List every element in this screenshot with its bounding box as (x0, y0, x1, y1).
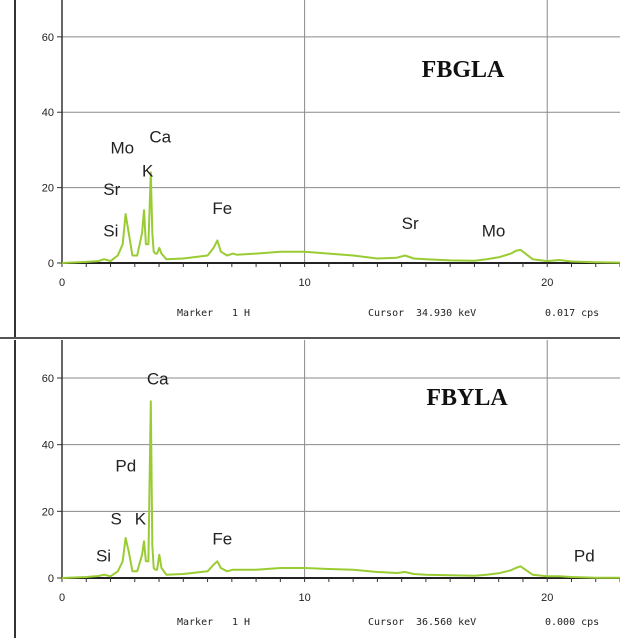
chart-title: FBGLA (422, 57, 505, 83)
spectrum-chart-fbgla: 0 20 40 60 0 10 20 Mo Ca K Sr Si Fe Sr Mo FBGLA Marker 1 … (42, 0, 620, 319)
element-label: K (135, 510, 147, 529)
cps-value: 0.017 cps (545, 308, 599, 319)
spectrum-panel-fbyla: 0 20 40 60 0 10 20 Ca Pd S K Si Fe Pd FBYLA Marker 1 H Cu… (0, 340, 620, 638)
panel-frame-left (14, 0, 16, 338)
x-tick-label: 20 (541, 592, 553, 604)
y-tick-label: 0 (48, 258, 54, 270)
element-label: Sr (103, 180, 120, 199)
element-label: S (111, 510, 122, 529)
spectrum-panel-fbgla: 0 20 40 60 0 10 20 Mo Ca K Sr Si Fe Sr Mo FBGLA Marker 1 … (14, 0, 620, 338)
y-tick-label: 40 (42, 440, 54, 452)
y-tick-label: 40 (42, 107, 54, 119)
element-label: Ca (147, 370, 169, 389)
y-tick-label: 60 (42, 373, 54, 385)
element-label: Sr (402, 214, 419, 233)
chart-title: FBYLA (426, 385, 508, 411)
element-label: Mo (482, 222, 506, 241)
element-label: Si (96, 546, 111, 565)
marker-value: 1 H (232, 617, 250, 628)
y-tick-label: 20 (42, 506, 54, 518)
cursor-label: Cursor (368, 617, 404, 628)
cps-value: 0.000 cps (545, 617, 599, 628)
element-label: Fe (212, 530, 232, 549)
marker-value: 1 H (232, 308, 250, 319)
spectrum-line (61, 171, 620, 264)
cursor-label: Cursor (368, 308, 404, 319)
spectrum-line (61, 400, 620, 579)
x-tick-label: 10 (298, 592, 310, 604)
x-tick-label: 0 (59, 592, 65, 604)
marker-label: Marker (177, 617, 213, 628)
element-label: Mo (111, 139, 135, 158)
cursor-value: 34.930 keV (416, 308, 476, 319)
element-label: Si (103, 222, 118, 241)
element-label: Ca (149, 127, 171, 146)
x-tick-label: 20 (541, 277, 553, 289)
element-label: Fe (212, 199, 232, 218)
panel-divider (0, 337, 620, 339)
cursor-value: 36.560 keV (416, 617, 476, 628)
panel-frame-left (14, 340, 16, 638)
y-tick-label: 20 (42, 183, 54, 195)
element-label: Pd (115, 456, 136, 475)
spectrum-chart-fbyla: 0 20 40 60 0 10 20 Ca Pd S K Si Fe Pd FBYLA Marker 1 H Cu… (42, 340, 620, 628)
x-tick-label: 10 (298, 277, 310, 289)
element-label: Pd (574, 546, 595, 565)
y-tick-label: 60 (42, 32, 54, 44)
element-label: K (142, 161, 154, 180)
x-tick-label: 0 (59, 277, 65, 289)
marker-label: Marker (177, 308, 213, 319)
y-tick-label: 0 (48, 573, 54, 585)
